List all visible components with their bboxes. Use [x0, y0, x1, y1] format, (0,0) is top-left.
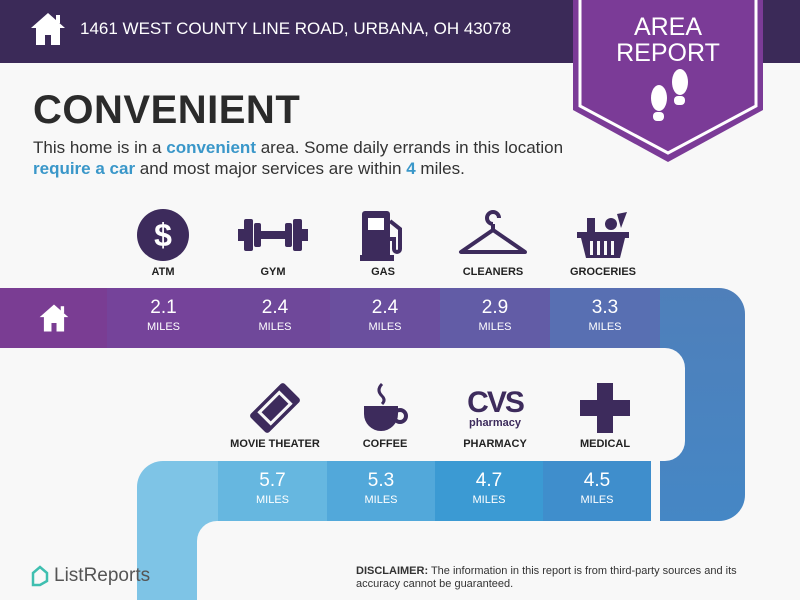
row2-labels: MOVIE THEATER COFFEE PHARMACY MEDICAL [220, 438, 660, 450]
distance-gas: 2.4 MILES [330, 288, 440, 348]
basket-icon [548, 205, 658, 265]
badge-title: AREA REPORT [573, 14, 763, 66]
label-pharmacy: PHARMACY [463, 438, 527, 450]
label-groceries: GROCERIES [569, 266, 636, 278]
row1-labels: ATM GYM GAS CLEANERS GROCERIES [108, 266, 658, 278]
home-icon [31, 13, 65, 45]
dumbbell-icon [218, 205, 328, 265]
medical-cross-icon [550, 378, 660, 438]
label-gas: GAS [371, 266, 395, 278]
page-title: CONVENIENT [33, 88, 301, 132]
distance-coffee: 5.3 MILES [327, 461, 435, 521]
footer-area [197, 521, 800, 600]
label-cleaners: CLEANERS [462, 266, 524, 278]
listreports-logo: ListReports [30, 565, 150, 587]
description: This home is in a convenient area. Some … [33, 138, 564, 178]
distance-groceries: 3.3 MILES [550, 288, 660, 348]
badge-line2: REPORT [616, 39, 720, 67]
label-movie-theater: MOVIE THEATER [230, 438, 320, 450]
row2-icons: CVS pharmacy [220, 378, 660, 438]
svg-text:$: $ [154, 217, 172, 253]
footprints-icon [651, 69, 688, 121]
disclaimer: DISCLAIMER: The information in this repo… [356, 565, 737, 590]
label-atm: ATM [151, 266, 175, 278]
row2-distances: 5.7 MILES 5.3 MILES 4.7 MILES 4.5 MILES [218, 461, 651, 521]
distance-cleaners: 2.9 MILES [440, 288, 550, 348]
badge-line1: AREA [633, 13, 703, 41]
row1-distances: 2.1 MILES 2.4 MILES 2.4 MILES 2.9 MILES 3.3 M… [107, 288, 660, 348]
hanger-icon [438, 205, 548, 265]
label-gym: GYM [260, 266, 286, 278]
distance-gym: 2.4 MILES [220, 288, 330, 348]
dollar-icon: $ [108, 205, 218, 265]
home-start-cell [0, 288, 107, 348]
listreports-icon [31, 565, 49, 587]
gas-pump-icon [328, 205, 438, 265]
distance-medical: 4.5 MILES [543, 461, 651, 521]
label-medical: MEDICAL [579, 438, 631, 450]
cvs-logo: CVS pharmacy [467, 385, 525, 429]
distance-atm: 2.1 MILES [107, 288, 220, 348]
home-icon [39, 304, 68, 332]
row1-icons: $ [108, 205, 658, 265]
coffee-icon [330, 378, 440, 438]
distance-movie-theater: 5.7 MILES [218, 461, 327, 521]
label-coffee: COFFEE [362, 438, 408, 450]
area-report-badge [573, 0, 763, 162]
distance-pharmacy: 4.7 MILES [435, 461, 543, 521]
ticket-icon [220, 378, 330, 438]
address: 1461 WEST COUNTY LINE ROAD, URBANA, OH 4… [80, 19, 512, 38]
